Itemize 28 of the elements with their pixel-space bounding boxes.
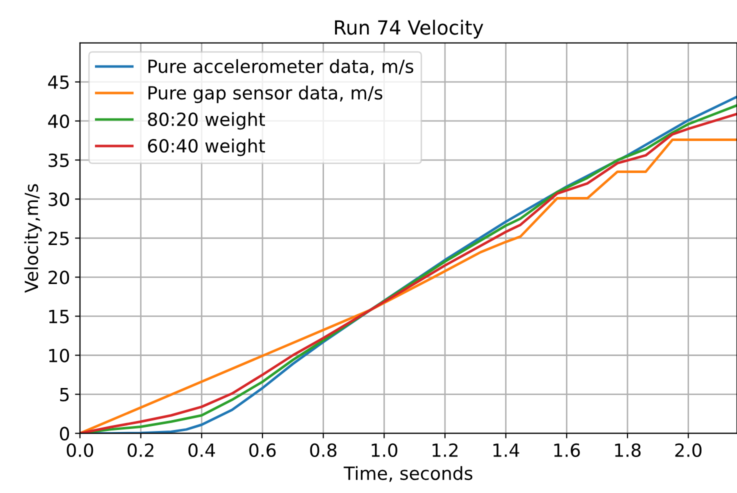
y-tick-label: 25 <box>48 232 69 246</box>
y-tick-label: 15 <box>49 310 69 324</box>
x-tick-label: 0.6 <box>249 443 276 458</box>
chart-title: Run 74 Velocity <box>335 20 484 39</box>
y-axis-title: Velocity,m/s <box>24 184 42 293</box>
x-tick-label: 1.6 <box>554 443 580 458</box>
legend-label: Pure gap sensor data, m/s <box>148 86 382 104</box>
x-tick-label: 0.0 <box>66 443 94 458</box>
y-tick-label: 35 <box>48 153 69 168</box>
y-tick-label: 0 <box>60 426 70 440</box>
x-tick-label: 0.4 <box>188 443 215 458</box>
y-tick-label: 10 <box>49 348 70 362</box>
x-tick-label: 1.2 <box>432 443 458 457</box>
x-tick-label: 2.0 <box>675 443 702 458</box>
x-tick-label: 1.8 <box>615 443 641 458</box>
y-tick-label: 20 <box>48 270 70 284</box>
x-tick-label: 1.4 <box>493 444 520 457</box>
legend-label: 60:40 weight <box>148 138 265 156</box>
legend-label: 80:20 weight <box>148 112 265 130</box>
y-tick-label: 30 <box>48 192 70 206</box>
x-axis-title: Time, seconds <box>344 466 472 482</box>
x-tick-label: 0.2 <box>128 443 154 458</box>
x-tick-label: 1.0 <box>372 443 398 458</box>
y-tick-label: 5 <box>60 388 69 402</box>
x-tick-label: 0.8 <box>310 443 336 458</box>
y-tick-label: 40 <box>48 114 70 128</box>
legend-label: Pure accelerometer data, m/s <box>148 59 414 75</box>
y-tick-label: 45 <box>48 76 69 90</box>
